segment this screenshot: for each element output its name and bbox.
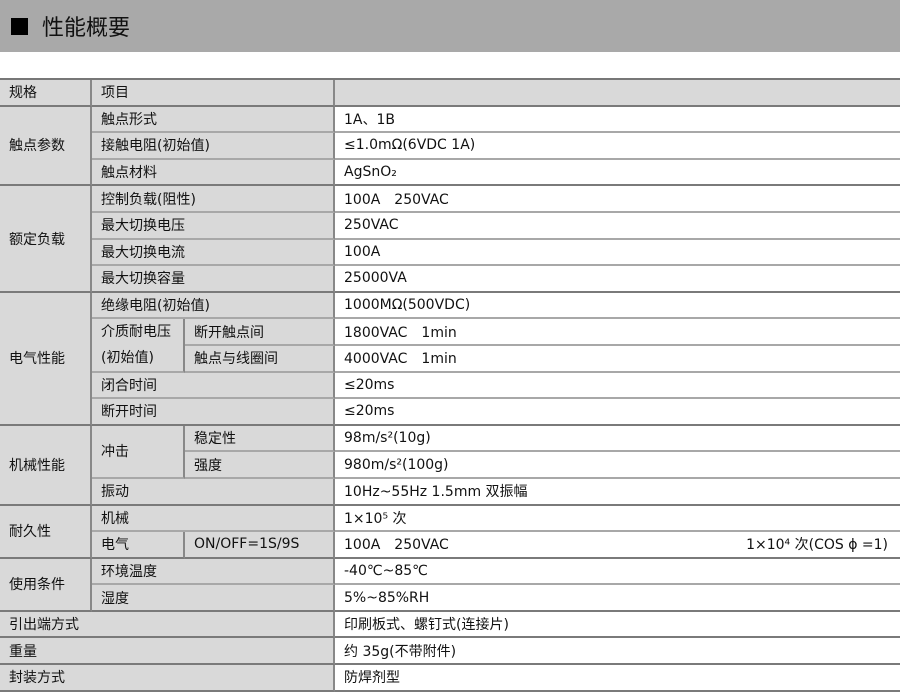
item-value: 980m/s²(100g) bbox=[335, 452, 900, 479]
item-value: 98m/s²(10g) bbox=[335, 425, 900, 453]
shock-label: 冲击 bbox=[92, 425, 185, 479]
dielectric-label-line2: (初始值) bbox=[101, 349, 154, 366]
item-label: 触点材料 bbox=[92, 159, 335, 187]
item-label: 闭合时间 bbox=[92, 372, 335, 400]
item-value: 10Hz~55Hz 1.5mm 双振幅 bbox=[335, 478, 900, 506]
item-label: 最大切换容量 bbox=[92, 266, 335, 293]
item-value: 1×10⁵ 次 bbox=[335, 505, 900, 533]
item-value: ≤20ms bbox=[335, 399, 900, 426]
dielectric-label-line1: 介质耐电压 bbox=[101, 323, 171, 340]
group-mechanical: 机械性能 bbox=[0, 425, 92, 506]
elec-rating: 100A 250VAC bbox=[344, 537, 449, 554]
item-value: 防焊剂型 bbox=[335, 665, 900, 692]
item-label: 稳定性 bbox=[185, 425, 335, 453]
item-label: 最大切换电压 bbox=[92, 212, 335, 240]
item-value: 1800VAC 1min bbox=[335, 319, 900, 346]
item-value: 5%~85%RH bbox=[335, 585, 900, 612]
item-label: 控制负载(阻性) bbox=[92, 186, 335, 213]
item-value: 1000MΩ(500VDC) bbox=[335, 292, 900, 320]
item-value: ≤20ms bbox=[335, 372, 900, 400]
section-title: 性能概要 bbox=[42, 16, 131, 41]
item-label: 断开触点间 bbox=[185, 319, 335, 346]
item-value: 100A 250VAC 1×10⁴ 次(COS ϕ =1) bbox=[335, 532, 900, 559]
item-label: 接触电阻(初始值) bbox=[92, 133, 335, 160]
item-value: 4000VAC 1min bbox=[335, 345, 900, 373]
group-load: 额定负载 bbox=[0, 186, 92, 293]
item-value: ≤1.0mΩ(6VDC 1A) bbox=[335, 133, 900, 160]
group-electrical: 电气性能 bbox=[0, 292, 92, 426]
item-value: 100A 250VAC bbox=[335, 186, 900, 213]
cycle-label: ON/OFF=1S/9S bbox=[185, 532, 335, 559]
item-label: 强度 bbox=[185, 452, 335, 479]
item-label: 电气 bbox=[92, 532, 185, 559]
header-spec: 规格 bbox=[0, 80, 92, 107]
item-value: 约 35g(不带附件) bbox=[335, 638, 900, 666]
item-label: 引出端方式 bbox=[0, 611, 335, 639]
item-label: 断开时间 bbox=[92, 399, 335, 426]
item-label: 绝缘电阻(初始值) bbox=[92, 292, 335, 320]
item-label: 触点形式 bbox=[92, 106, 335, 134]
item-value: AgSnO₂ bbox=[335, 159, 900, 187]
item-value: 印刷板式、螺钉式(连接片) bbox=[335, 611, 900, 639]
item-value: 25000VA bbox=[335, 266, 900, 293]
item-label: 振动 bbox=[92, 478, 335, 506]
header-value bbox=[335, 80, 900, 107]
group-durability: 耐久性 bbox=[0, 505, 92, 559]
header-item: 项目 bbox=[92, 80, 335, 107]
item-label: 环境温度 bbox=[92, 558, 335, 586]
item-label: 重量 bbox=[0, 638, 335, 666]
group-usage: 使用条件 bbox=[0, 558, 92, 612]
item-label: 机械 bbox=[92, 505, 335, 533]
square-bullet-icon bbox=[11, 17, 28, 35]
group-contact: 触点参数 bbox=[0, 106, 92, 187]
item-label: 最大切换电流 bbox=[92, 239, 335, 267]
elec-count: 1×10⁴ 次(COS ϕ =1) bbox=[746, 537, 888, 554]
section-header: 性能概要 bbox=[0, 0, 900, 52]
item-label: 湿度 bbox=[92, 585, 335, 612]
item-label: 封装方式 bbox=[0, 665, 335, 692]
item-value: 1A、1B bbox=[335, 106, 900, 134]
item-value: -40℃~85℃ bbox=[335, 558, 900, 586]
item-value: 250VAC bbox=[335, 212, 900, 240]
item-value: 100A bbox=[335, 239, 900, 267]
spec-table: 规格 项目 触点参数 触点形式 1A、1B 接触电阻(初始值) ≤1.0mΩ(6… bbox=[0, 78, 900, 692]
item-label: 触点与线圈间 bbox=[185, 345, 335, 373]
dielectric-label: 介质耐电压 (初始值) bbox=[92, 319, 185, 373]
